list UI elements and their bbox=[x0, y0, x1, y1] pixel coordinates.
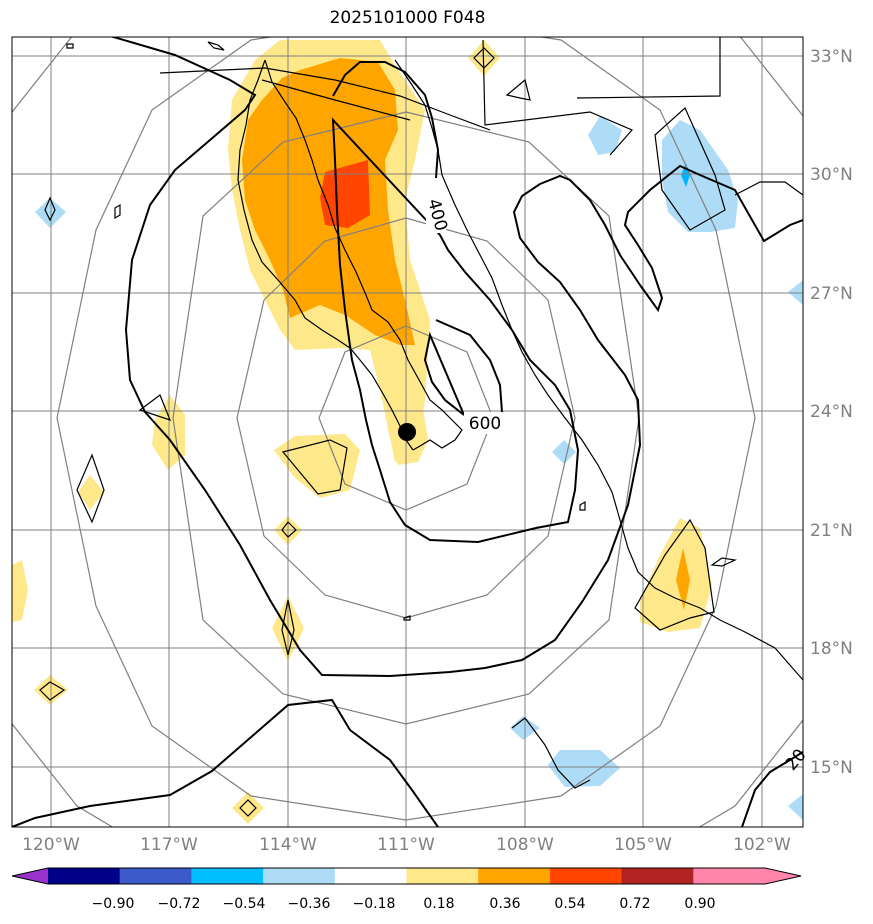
lon-label-117w: 117°W bbox=[140, 835, 198, 855]
colorbar-tick-label: −0.18 bbox=[353, 896, 396, 912]
state-border-3 bbox=[576, 37, 721, 99]
yellow-region-baja-tip bbox=[388, 380, 428, 465]
diamond-outline-2 bbox=[473, 47, 495, 69]
coastlines bbox=[39, 37, 803, 817]
contour-400 bbox=[331, 61, 580, 544]
lon-label-108w: 108°W bbox=[496, 835, 554, 855]
diamond-outline-5 bbox=[281, 521, 297, 538]
yellow-region-small-2 bbox=[78, 475, 104, 510]
state-border-2 bbox=[482, 39, 633, 156]
contour-outer bbox=[109, 37, 803, 678]
colorbar-tick-label: 0.90 bbox=[684, 896, 715, 912]
lat-label-27n: 27°N bbox=[810, 284, 853, 304]
lat-label-30n: 30°N bbox=[810, 165, 853, 185]
colorbar-tick-label: 0.18 bbox=[423, 896, 454, 912]
map-frame bbox=[11, 36, 804, 828]
diamond-outline-1 bbox=[44, 196, 56, 222]
colorbar-tick-label: 0.72 bbox=[619, 896, 650, 912]
diamond-outline-6 bbox=[281, 599, 295, 656]
yellow-region-small-5 bbox=[232, 792, 264, 824]
island-3 bbox=[505, 78, 531, 101]
island-2 bbox=[66, 43, 74, 49]
mainland-west-coast bbox=[394, 59, 803, 681]
contour-20 bbox=[741, 751, 803, 827]
outline-west-small bbox=[138, 394, 172, 421]
lat-label-18n: 18°N bbox=[810, 639, 853, 659]
colorbar-tick-label: 0.36 bbox=[489, 896, 520, 912]
colorbar-segment bbox=[478, 868, 551, 884]
colorbar-extend-high bbox=[765, 868, 801, 884]
lon-label-120w: 120°W bbox=[22, 835, 80, 855]
state-border-1 bbox=[261, 79, 411, 121]
colorbar-segment bbox=[549, 868, 623, 884]
colorbar-segment bbox=[621, 868, 694, 884]
lat-label-21n: 21°N bbox=[810, 521, 853, 541]
diamond-outline-3 bbox=[39, 681, 66, 701]
yellow-region-southeast bbox=[640, 518, 712, 632]
longitude-labels: 120°W 117°W 114°W 111°W 108°W 105°W 102°… bbox=[22, 835, 791, 855]
red-orange-region bbox=[320, 160, 370, 228]
colorbar-segment bbox=[693, 868, 766, 884]
height-contours bbox=[12, 37, 803, 827]
blue-region-small-2 bbox=[552, 440, 576, 464]
colorbar-outline bbox=[11, 867, 802, 885]
outline-offshore bbox=[281, 439, 348, 495]
outline-south bbox=[511, 717, 591, 789]
colorbar-ticks: −0.90 −0.72 −0.54 −0.36 −0.18 0.18 0.36 … bbox=[92, 896, 716, 912]
diamond-outline-4 bbox=[239, 799, 257, 817]
colorbar-extend-low bbox=[12, 868, 48, 884]
orange-region-southeast bbox=[676, 548, 690, 610]
lon-label-111w: 111°W bbox=[377, 835, 435, 855]
lat-label-33n: 33°N bbox=[810, 47, 853, 67]
us-mexico-border bbox=[159, 67, 491, 131]
colorbar-segment bbox=[119, 868, 192, 884]
baja-east-coast bbox=[264, 59, 463, 451]
lon-label-114w: 114°W bbox=[259, 835, 317, 855]
lat-label-24n: 24°N bbox=[810, 402, 853, 422]
island-6 bbox=[579, 500, 586, 511]
island-4 bbox=[114, 203, 121, 220]
coast-ne bbox=[734, 181, 803, 196]
colorbar-segment bbox=[263, 868, 336, 884]
contour-label-600: 600 bbox=[469, 414, 501, 434]
outline-southeast bbox=[634, 518, 715, 631]
lon-label-105w: 105°W bbox=[614, 835, 672, 855]
blue-region-north bbox=[588, 116, 622, 155]
baja-west-coast bbox=[237, 59, 414, 451]
colorbar bbox=[11, 867, 802, 885]
map-title: 2025101000 F048 bbox=[329, 8, 486, 28]
lat-label-15n: 15°N bbox=[810, 758, 853, 778]
colorbar-tick-label: −0.72 bbox=[158, 896, 201, 912]
contour-lower bbox=[12, 698, 439, 827]
outline-west bbox=[76, 453, 105, 524]
colorbar-segment bbox=[334, 868, 407, 884]
lon-label-102w: 102°W bbox=[733, 835, 791, 855]
yellow-region-edge-west bbox=[12, 560, 28, 622]
latitude-labels: 33°N 30°N 27°N 24°N 21°N 18°N 15°N bbox=[810, 47, 853, 778]
colorbar-tick-label: −0.54 bbox=[223, 896, 266, 912]
island-7 bbox=[710, 557, 738, 567]
colorbar-segment bbox=[191, 868, 264, 884]
colorbar-segment bbox=[406, 868, 479, 884]
contour-600 bbox=[423, 319, 503, 416]
colorbar-segment bbox=[48, 868, 121, 884]
storm-center-marker bbox=[398, 423, 416, 441]
state-border-4 bbox=[654, 107, 726, 231]
island-1 bbox=[207, 41, 225, 51]
colorbar-tick-label: 0.54 bbox=[554, 896, 585, 912]
island-5 bbox=[403, 615, 411, 621]
colorbar-tick-label: −0.36 bbox=[288, 896, 331, 912]
colorbar-tick-label: −0.90 bbox=[92, 896, 135, 912]
blue-region-small-5 bbox=[788, 794, 803, 820]
yellow-region-offshore bbox=[274, 434, 360, 498]
